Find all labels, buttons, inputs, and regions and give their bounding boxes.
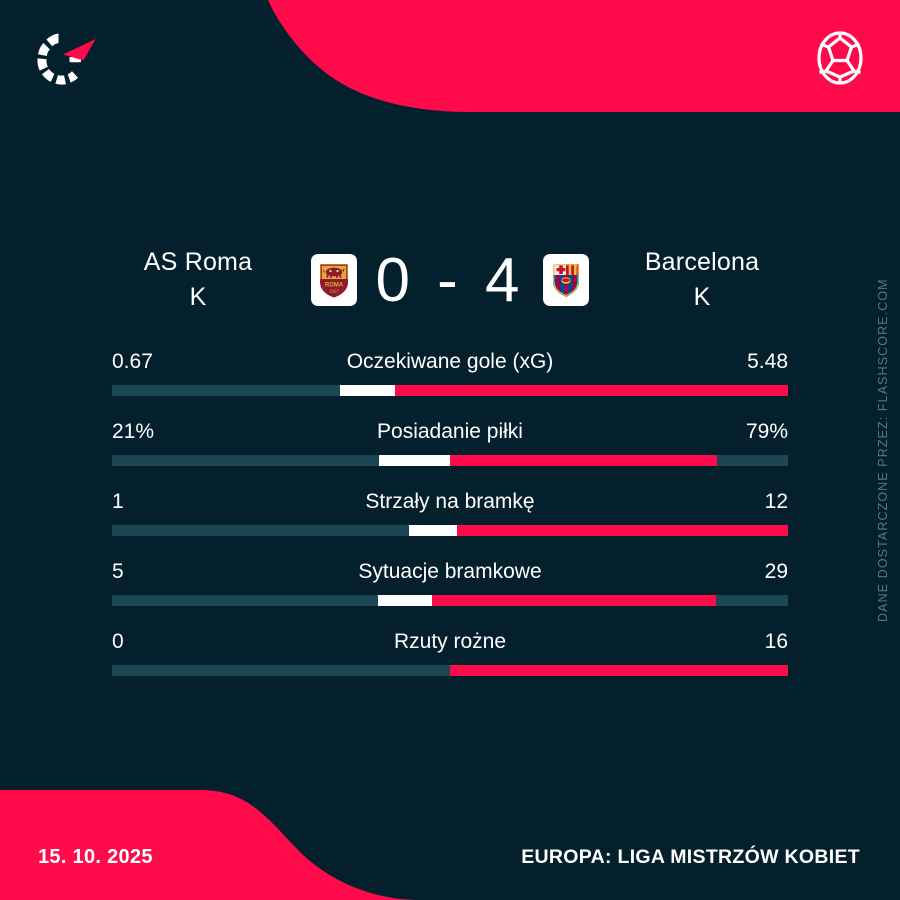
- stat-label: Strzały na bramkę: [365, 490, 535, 513]
- stat-away-value: 16: [764, 630, 788, 653]
- home-team: AS Roma K: [103, 245, 293, 316]
- statistics-list: 0.67 Oczekiwane gole (xG) 5.48 21% Posia…: [112, 350, 788, 700]
- home-team-name-line2: K: [189, 283, 207, 311]
- stat-bar: [112, 385, 788, 396]
- footer-red-shape: [0, 790, 460, 900]
- bar-home-segment: [378, 595, 433, 606]
- bar-away-segment: [449, 455, 717, 466]
- away-team-name-line1: Barcelona: [644, 247, 760, 276]
- stat-away-value: 79%: [745, 420, 788, 443]
- svg-text:1927: 1927: [329, 289, 339, 294]
- soccer-ball-icon: [810, 28, 870, 88]
- svg-text:ROMA: ROMA: [325, 283, 344, 289]
- away-team: Barcelona K: [607, 245, 797, 316]
- flashscore-logo-icon: [28, 27, 100, 89]
- home-team-name-line1: AS Roma: [143, 247, 253, 276]
- stat-label: Posiadanie piłki: [377, 420, 523, 443]
- bar-spacer: [112, 665, 450, 676]
- bar-home-segment: [409, 525, 457, 536]
- scoreboard: AS Roma K: [0, 232, 900, 328]
- stat-row: 0 Rzuty rożne 16: [112, 630, 788, 676]
- stat-row: 21% Posiadanie piłki 79%: [112, 420, 788, 466]
- bar-spacer: [112, 455, 379, 466]
- stat-home-value: 0: [112, 630, 124, 653]
- stat-header: 21% Posiadanie piłki 79%: [112, 420, 788, 444]
- stat-row: 1 Strzały na bramkę 12: [112, 490, 788, 536]
- stat-away-value: 5.48: [747, 350, 788, 373]
- stat-label: Rzuty rożne: [393, 630, 507, 653]
- bar-spacer: [112, 385, 340, 396]
- bar-spacer: [112, 595, 378, 606]
- stat-home-value: 21%: [112, 420, 155, 443]
- stat-header: 1 Strzały na bramkę 12: [112, 490, 788, 514]
- stat-bar: [112, 525, 788, 536]
- barcelona-crest-icon: [543, 254, 589, 306]
- stat-row: 5 Sytuacje bramkowe 29: [112, 560, 788, 606]
- bar-home-segment: [339, 385, 395, 396]
- stat-bar: [112, 595, 788, 606]
- stat-header: 5 Sytuacje bramkowe 29: [112, 560, 788, 584]
- stat-label: Sytuacje bramkowe: [358, 560, 542, 583]
- stat-header: 0 Rzuty rożne 16: [112, 630, 788, 654]
- bar-spacer: [112, 525, 409, 536]
- bar-away-segment: [450, 665, 788, 676]
- stat-bar: [112, 665, 788, 676]
- match-date: 15. 10. 2025: [38, 846, 153, 868]
- bar-home-segment: [379, 455, 450, 466]
- stat-away-value: 12: [764, 490, 788, 513]
- stat-label: Oczekiwane gole (xG): [346, 350, 554, 373]
- stat-away-value: 29: [764, 560, 788, 583]
- stat-bar: [112, 455, 788, 466]
- competition-name: EUROPA: LIGA MISTRZÓW KOBIET: [521, 846, 860, 868]
- away-team-name-line2: K: [693, 283, 711, 311]
- stat-home-value: 5: [112, 560, 124, 583]
- data-provider-credit: DANE DOSTARCZONE PRZEZ: FLASHSCORE.COM: [876, 278, 890, 622]
- header-red-shape: [0, 0, 900, 118]
- as-roma-crest-icon: ROMA 1927: [311, 254, 357, 306]
- footer-bar: 15. 10. 2025 EUROPA: LIGA MISTRZÓW KOBIE…: [0, 790, 900, 900]
- stat-header: 0.67 Oczekiwane gole (xG) 5.48: [112, 350, 788, 374]
- bar-away-segment: [432, 595, 717, 606]
- bar-away-segment: [456, 525, 788, 536]
- stat-home-value: 0.67: [112, 350, 153, 373]
- header-banner: [0, 0, 900, 118]
- stat-home-value: 1: [112, 490, 124, 513]
- score-display: 0 - 4: [375, 245, 525, 315]
- stat-row: 0.67 Oczekiwane gole (xG) 5.48: [112, 350, 788, 396]
- bar-away-segment: [394, 385, 788, 396]
